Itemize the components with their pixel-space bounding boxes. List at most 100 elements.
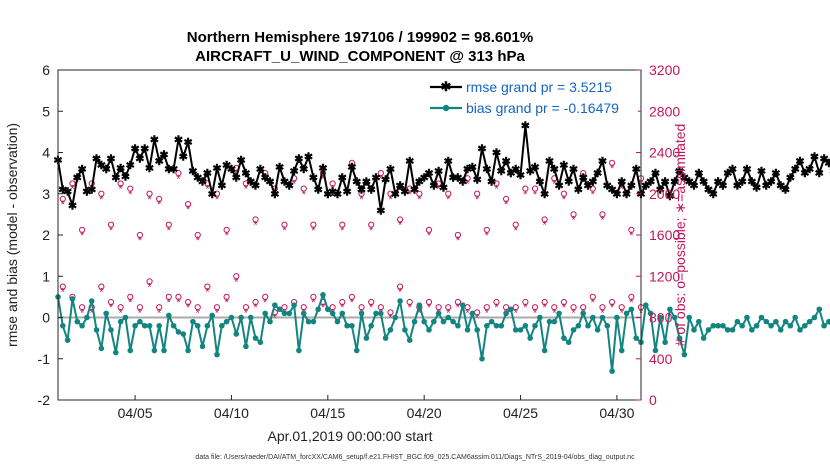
legend-bias-label: bias grand pr = -0.16479	[466, 100, 619, 116]
rmse-point: ✱	[188, 166, 197, 178]
obs-possible-low-point	[618, 304, 625, 311]
bias-point	[763, 318, 770, 325]
bias-point	[758, 314, 765, 321]
bias-point	[117, 318, 124, 325]
rmse-point: ✱	[232, 172, 241, 184]
bias-point	[199, 343, 206, 350]
y-axis-label: rmse and bias (model - observation)	[4, 123, 20, 347]
rmse-point: ✱	[805, 164, 814, 176]
rmse-point: ✱	[121, 171, 130, 183]
bias-point	[426, 327, 432, 333]
rmse-point: ✱	[487, 176, 496, 188]
rmse-point: ✱	[795, 156, 804, 168]
bias-point	[204, 322, 211, 329]
obs-possible-point	[531, 185, 539, 192]
obs-assimilated-point: *	[282, 225, 287, 237]
obs-possible-point	[78, 226, 86, 233]
bias-point	[474, 327, 480, 333]
rmse-point: ✱	[179, 152, 188, 164]
rmse-point: ✱	[169, 164, 178, 176]
rmse-series-line	[57, 124, 830, 212]
obs-assimilated-point: *	[408, 189, 413, 201]
obs-possible-point	[127, 185, 134, 192]
obs-possible-low-point	[300, 304, 307, 311]
rmse-point: ✱	[579, 172, 588, 184]
bias-point	[296, 347, 302, 354]
obs-possible-point	[560, 190, 568, 197]
rmse-point: ✱	[540, 189, 549, 201]
bias-point	[479, 355, 485, 362]
bias-point	[108, 327, 114, 333]
rmse-point: ✱	[559, 160, 568, 172]
rmse-point: ✱	[453, 172, 462, 184]
obs-possible-low-point	[560, 298, 568, 306]
rmse-point: ✱	[174, 134, 183, 146]
bias-point	[792, 314, 798, 321]
rmse-point: ✱	[338, 172, 347, 184]
obs-possible-point	[348, 159, 356, 166]
x-tick-label: 04/10	[214, 405, 249, 421]
bias-point	[141, 322, 148, 329]
obs-assimilated-low-point: *	[205, 287, 210, 299]
obs-assimilated-low-point: *	[99, 287, 104, 299]
rmse-point: ✱	[111, 172, 120, 184]
x-tick-label: 04/25	[503, 405, 538, 421]
rmse-point: ✱	[656, 185, 665, 197]
obs-assimilated-low-point: *	[610, 302, 615, 314]
rmse-point: ✱	[236, 155, 245, 167]
bias-point	[498, 322, 505, 329]
obs-possible-low-point	[204, 283, 211, 290]
bias-point	[681, 351, 688, 358]
obs-possible-point	[483, 226, 490, 233]
obs-possible-low-point	[599, 304, 606, 311]
right-tick-label: 1600	[649, 227, 680, 243]
bias-point	[416, 302, 423, 308]
rmse-point: ✱	[477, 143, 486, 155]
bias-point	[252, 335, 259, 341]
obs-assimilated-point: *	[379, 173, 384, 185]
bias-point	[166, 312, 172, 319]
obs-assimilated-low-point: *	[234, 276, 239, 288]
obs-possible-low-point	[348, 293, 356, 300]
obs-assimilated-point: *	[427, 230, 432, 242]
left-tick-label: 2	[42, 227, 50, 243]
bias-point	[739, 322, 745, 329]
obs-assimilated-point: *	[147, 194, 152, 206]
bias-point	[315, 306, 321, 313]
obs-assimilated-low-point: *	[253, 302, 258, 314]
obs-assimilated-point: *	[176, 173, 181, 185]
chart-subtitle: AIRCRAFT_U_WIND_COMPONENT @ 313 hPa	[195, 48, 525, 65]
bias-point	[325, 306, 331, 313]
rmse-point: ✱	[208, 189, 217, 201]
obs-assimilated-point: *	[196, 235, 201, 247]
rmse-point: ✱	[106, 154, 115, 166]
obs-assimilated-low-point: *	[591, 297, 596, 309]
obs-possible-low-point	[165, 293, 172, 300]
bias-point	[705, 327, 712, 333]
rmse-point: ✱	[304, 152, 313, 164]
obs-possible-low-point	[156, 304, 163, 311]
bias-point	[826, 318, 830, 325]
bias-point	[686, 314, 692, 321]
obs-possible-point	[608, 159, 616, 166]
left-tick-label: 3	[42, 186, 50, 202]
bias-point	[445, 314, 452, 321]
bias-point	[64, 337, 71, 343]
bias-point	[744, 314, 750, 321]
rmse-point: ✱	[381, 174, 390, 186]
bias-point	[667, 306, 673, 313]
rmse-point: ✱	[607, 185, 616, 197]
bias-point	[604, 322, 611, 329]
rmse-point: ✱	[501, 156, 510, 168]
obs-possible-low-point	[445, 304, 452, 311]
series-layer: ✱✱✱✱✱✱✱✱✱✱✱✱✱✱✱✱✱✱✱✱✱✱✱✱✱✱✱✱✱✱✱✱✱✱✱✱✱✱✱✱…	[53, 121, 830, 374]
obs-assimilated-point: *	[224, 230, 229, 242]
obs-assimilated-low-point: *	[157, 307, 162, 319]
bias-point	[305, 318, 312, 325]
rmse-point: ✱	[810, 152, 819, 164]
bias-point	[508, 306, 514, 313]
bias-point	[122, 314, 129, 321]
x-axis-label: Apr.01,2019 00:00:00 start	[267, 428, 432, 444]
legend-bias-marker	[442, 104, 450, 112]
